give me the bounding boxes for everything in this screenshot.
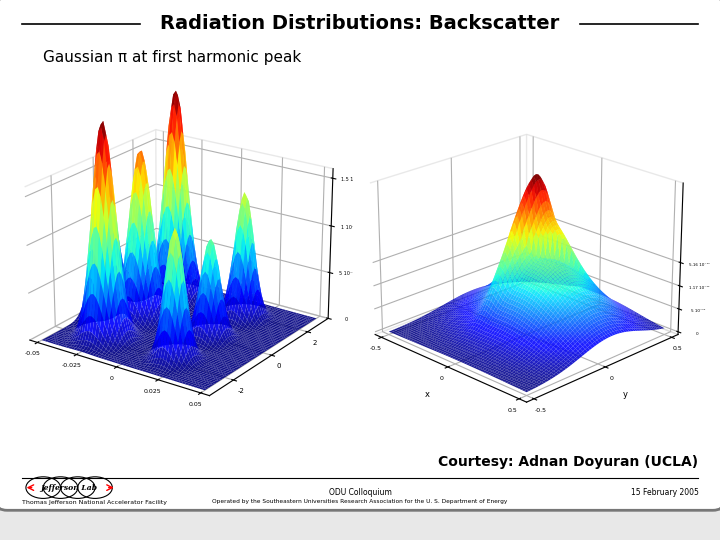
Text: Thomas Jefferson National Accelerator Facility: Thomas Jefferson National Accelerator Fa… (22, 500, 166, 505)
Text: Courtesy: Adnan Doyuran (UCLA): Courtesy: Adnan Doyuran (UCLA) (438, 455, 698, 469)
Text: 15 February 2005: 15 February 2005 (631, 488, 698, 497)
Y-axis label: y: y (624, 390, 629, 399)
Text: ODU Colloquium: ODU Colloquium (328, 488, 392, 497)
Text: Jefferson Lab: Jefferson Lab (40, 484, 98, 491)
X-axis label: x: x (425, 390, 430, 399)
Text: Operated by the Southeastern Universities Research Association for the U. S. Dep: Operated by the Southeastern Universitie… (212, 498, 508, 504)
Text: Radiation Distributions: Backscatter: Radiation Distributions: Backscatter (161, 14, 559, 33)
Text: Gaussian π at first harmonic peak: Gaussian π at first harmonic peak (43, 50, 302, 65)
